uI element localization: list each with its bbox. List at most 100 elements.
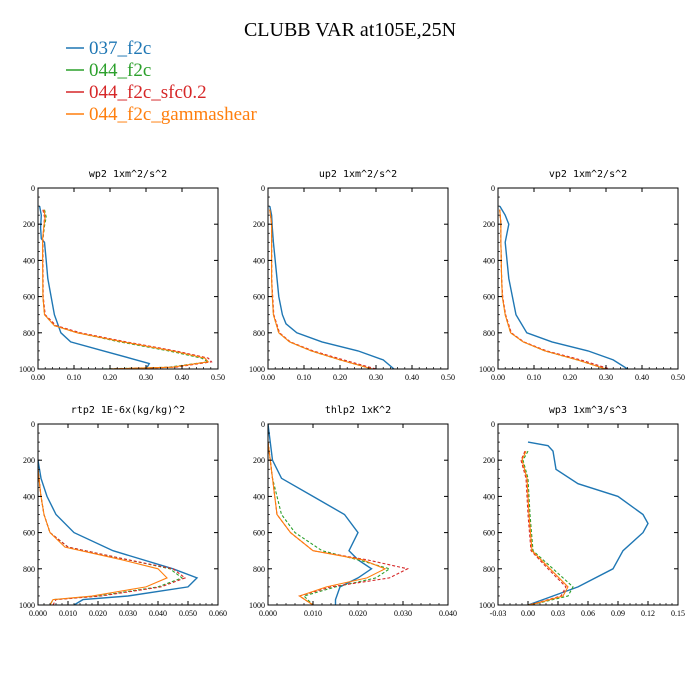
y-tick-label: 0 bbox=[261, 420, 265, 429]
x-tick-label: 0.10 bbox=[527, 373, 541, 382]
y-tick-label: 600 bbox=[483, 529, 495, 538]
y-tick-label: 0 bbox=[31, 184, 35, 193]
x-tick-label: 0.03 bbox=[551, 609, 565, 618]
legend-item: 044_f2c_gammashear bbox=[66, 104, 257, 125]
series-line bbox=[499, 209, 610, 369]
series-line bbox=[268, 424, 373, 605]
x-tick-label: 0.09 bbox=[611, 609, 625, 618]
x-tick-label: 0.050 bbox=[179, 609, 197, 618]
y-tick-label: 1000 bbox=[479, 365, 495, 374]
series-line bbox=[499, 205, 628, 369]
x-tick-label: 0.30 bbox=[139, 373, 153, 382]
y-tick-label: 0 bbox=[261, 184, 265, 193]
x-tick-label: 0.10 bbox=[297, 373, 311, 382]
panel-title: vp2 1xm^2/s^2 bbox=[549, 169, 627, 180]
legend: 037_f2c044_f2c044_f2c_sfc0.2044_f2c_gamm… bbox=[66, 38, 257, 125]
x-tick-label: 0.40 bbox=[405, 373, 419, 382]
y-tick-label: 200 bbox=[483, 220, 495, 229]
legend-label: 044_f2c_sfc0.2 bbox=[89, 82, 207, 103]
x-tick-label: 0.30 bbox=[369, 373, 383, 382]
y-tick-label: 1000 bbox=[249, 365, 265, 374]
series-line bbox=[522, 450, 574, 605]
x-tick-label: 0.010 bbox=[304, 609, 322, 618]
panels: wp2 1xm^2/s^2 0.00 0.10 0.20 0.30 0.40 0.50 0 20… bbox=[19, 169, 685, 618]
y-tick-label: 400 bbox=[253, 256, 265, 265]
x-tick-label: 0.50 bbox=[211, 373, 225, 382]
chart-panel: wp3 1xm^3/s^3 -0.03 0.00 0.03 0.06 0.09 0.12 0.… bbox=[479, 405, 685, 618]
y-tick-label: 800 bbox=[23, 565, 35, 574]
y-tick-label: 600 bbox=[23, 529, 35, 538]
x-tick-label: 0.10 bbox=[67, 373, 81, 382]
x-tick-label: 0.20 bbox=[563, 373, 577, 382]
x-tick-label: 0.060 bbox=[209, 609, 227, 618]
y-tick-label: 800 bbox=[23, 329, 35, 338]
series-line bbox=[527, 441, 649, 605]
series-line bbox=[268, 442, 448, 605]
y-tick-label: 1000 bbox=[19, 365, 35, 374]
plot-frame bbox=[267, 187, 449, 370]
chart-panel: up2 1xm^2/s^2 0.00 0.10 0.20 0.30 0.40 0.50 0 20… bbox=[249, 169, 455, 382]
legend-label: 044_f2c bbox=[89, 60, 151, 81]
y-tick-label: 0 bbox=[31, 420, 35, 429]
y-tick-label: 800 bbox=[483, 565, 495, 574]
series-line bbox=[38, 460, 199, 605]
chart-panel: thlp2 1xK^2 0.000 0.010 0.020 0.030 0.040 0 200… bbox=[249, 405, 457, 618]
y-tick-label: 800 bbox=[483, 329, 495, 338]
y-tick-label: 600 bbox=[483, 293, 495, 302]
x-tick-label: -0.03 bbox=[490, 609, 507, 618]
series-line bbox=[268, 442, 448, 605]
y-tick-label: 800 bbox=[253, 329, 265, 338]
x-tick-label: 0.12 bbox=[641, 609, 655, 618]
y-tick-label: 600 bbox=[253, 529, 265, 538]
y-tick-label: 200 bbox=[253, 456, 265, 465]
y-tick-label: 600 bbox=[23, 293, 35, 302]
series-line bbox=[268, 442, 448, 605]
y-tick-label: 200 bbox=[483, 456, 495, 465]
x-tick-label: 0.50 bbox=[671, 373, 685, 382]
panel-title: wp2 1xm^2/s^2 bbox=[89, 169, 167, 180]
figure-title: CLUBB VAR at105E,25N bbox=[244, 19, 456, 41]
legend-label: 044_f2c_gammashear bbox=[89, 104, 257, 125]
x-tick-label: 0.15 bbox=[671, 609, 685, 618]
y-tick-label: 200 bbox=[253, 220, 265, 229]
legend-label: 037_f2c bbox=[89, 38, 151, 59]
panel-title: wp3 1xm^3/s^3 bbox=[549, 405, 627, 416]
y-tick-label: 1000 bbox=[249, 601, 265, 610]
y-tick-label: 800 bbox=[253, 565, 265, 574]
x-tick-label: 0.40 bbox=[175, 373, 189, 382]
x-tick-label: 0.040 bbox=[439, 609, 457, 618]
y-tick-label: 400 bbox=[23, 256, 35, 265]
y-tick-label: 0 bbox=[491, 420, 495, 429]
series-line bbox=[38, 469, 168, 605]
x-tick-label: 0.50 bbox=[441, 373, 455, 382]
y-tick-label: 400 bbox=[253, 492, 265, 501]
x-tick-label: 0.030 bbox=[119, 609, 137, 618]
series-line bbox=[499, 209, 607, 369]
series-line bbox=[42, 209, 213, 369]
y-tick-label: 400 bbox=[483, 492, 495, 501]
x-tick-label: 0.00 bbox=[261, 373, 275, 382]
x-tick-label: 0.00 bbox=[521, 609, 535, 618]
y-tick-label: 400 bbox=[483, 256, 495, 265]
panel-title: rtp2 1E-6x(kg/kg)^2 bbox=[71, 405, 185, 416]
x-tick-label: 0.20 bbox=[333, 373, 347, 382]
x-tick-label: 0.40 bbox=[635, 373, 649, 382]
series-line bbox=[521, 450, 569, 605]
chart-panel: vp2 1xm^2/s^2 0.00 0.10 0.20 0.30 0.40 0.50 0 20… bbox=[479, 169, 685, 382]
x-tick-label: 0.040 bbox=[149, 609, 167, 618]
x-tick-label: 0.00 bbox=[491, 373, 505, 382]
x-tick-label: 0.030 bbox=[394, 609, 412, 618]
series-line bbox=[499, 209, 607, 369]
series-line bbox=[269, 209, 373, 369]
series-line bbox=[269, 209, 373, 369]
y-tick-label: 0 bbox=[491, 184, 495, 193]
x-tick-label: 0.000 bbox=[29, 609, 47, 618]
x-tick-label: 0.20 bbox=[103, 373, 117, 382]
x-tick-label: 0.010 bbox=[59, 609, 77, 618]
y-tick-label: 1000 bbox=[479, 601, 495, 610]
legend-item: 044_f2c bbox=[66, 60, 151, 81]
series-line bbox=[269, 209, 377, 369]
legend-item: 044_f2c_sfc0.2 bbox=[66, 82, 207, 103]
x-tick-label: 0.06 bbox=[581, 609, 595, 618]
